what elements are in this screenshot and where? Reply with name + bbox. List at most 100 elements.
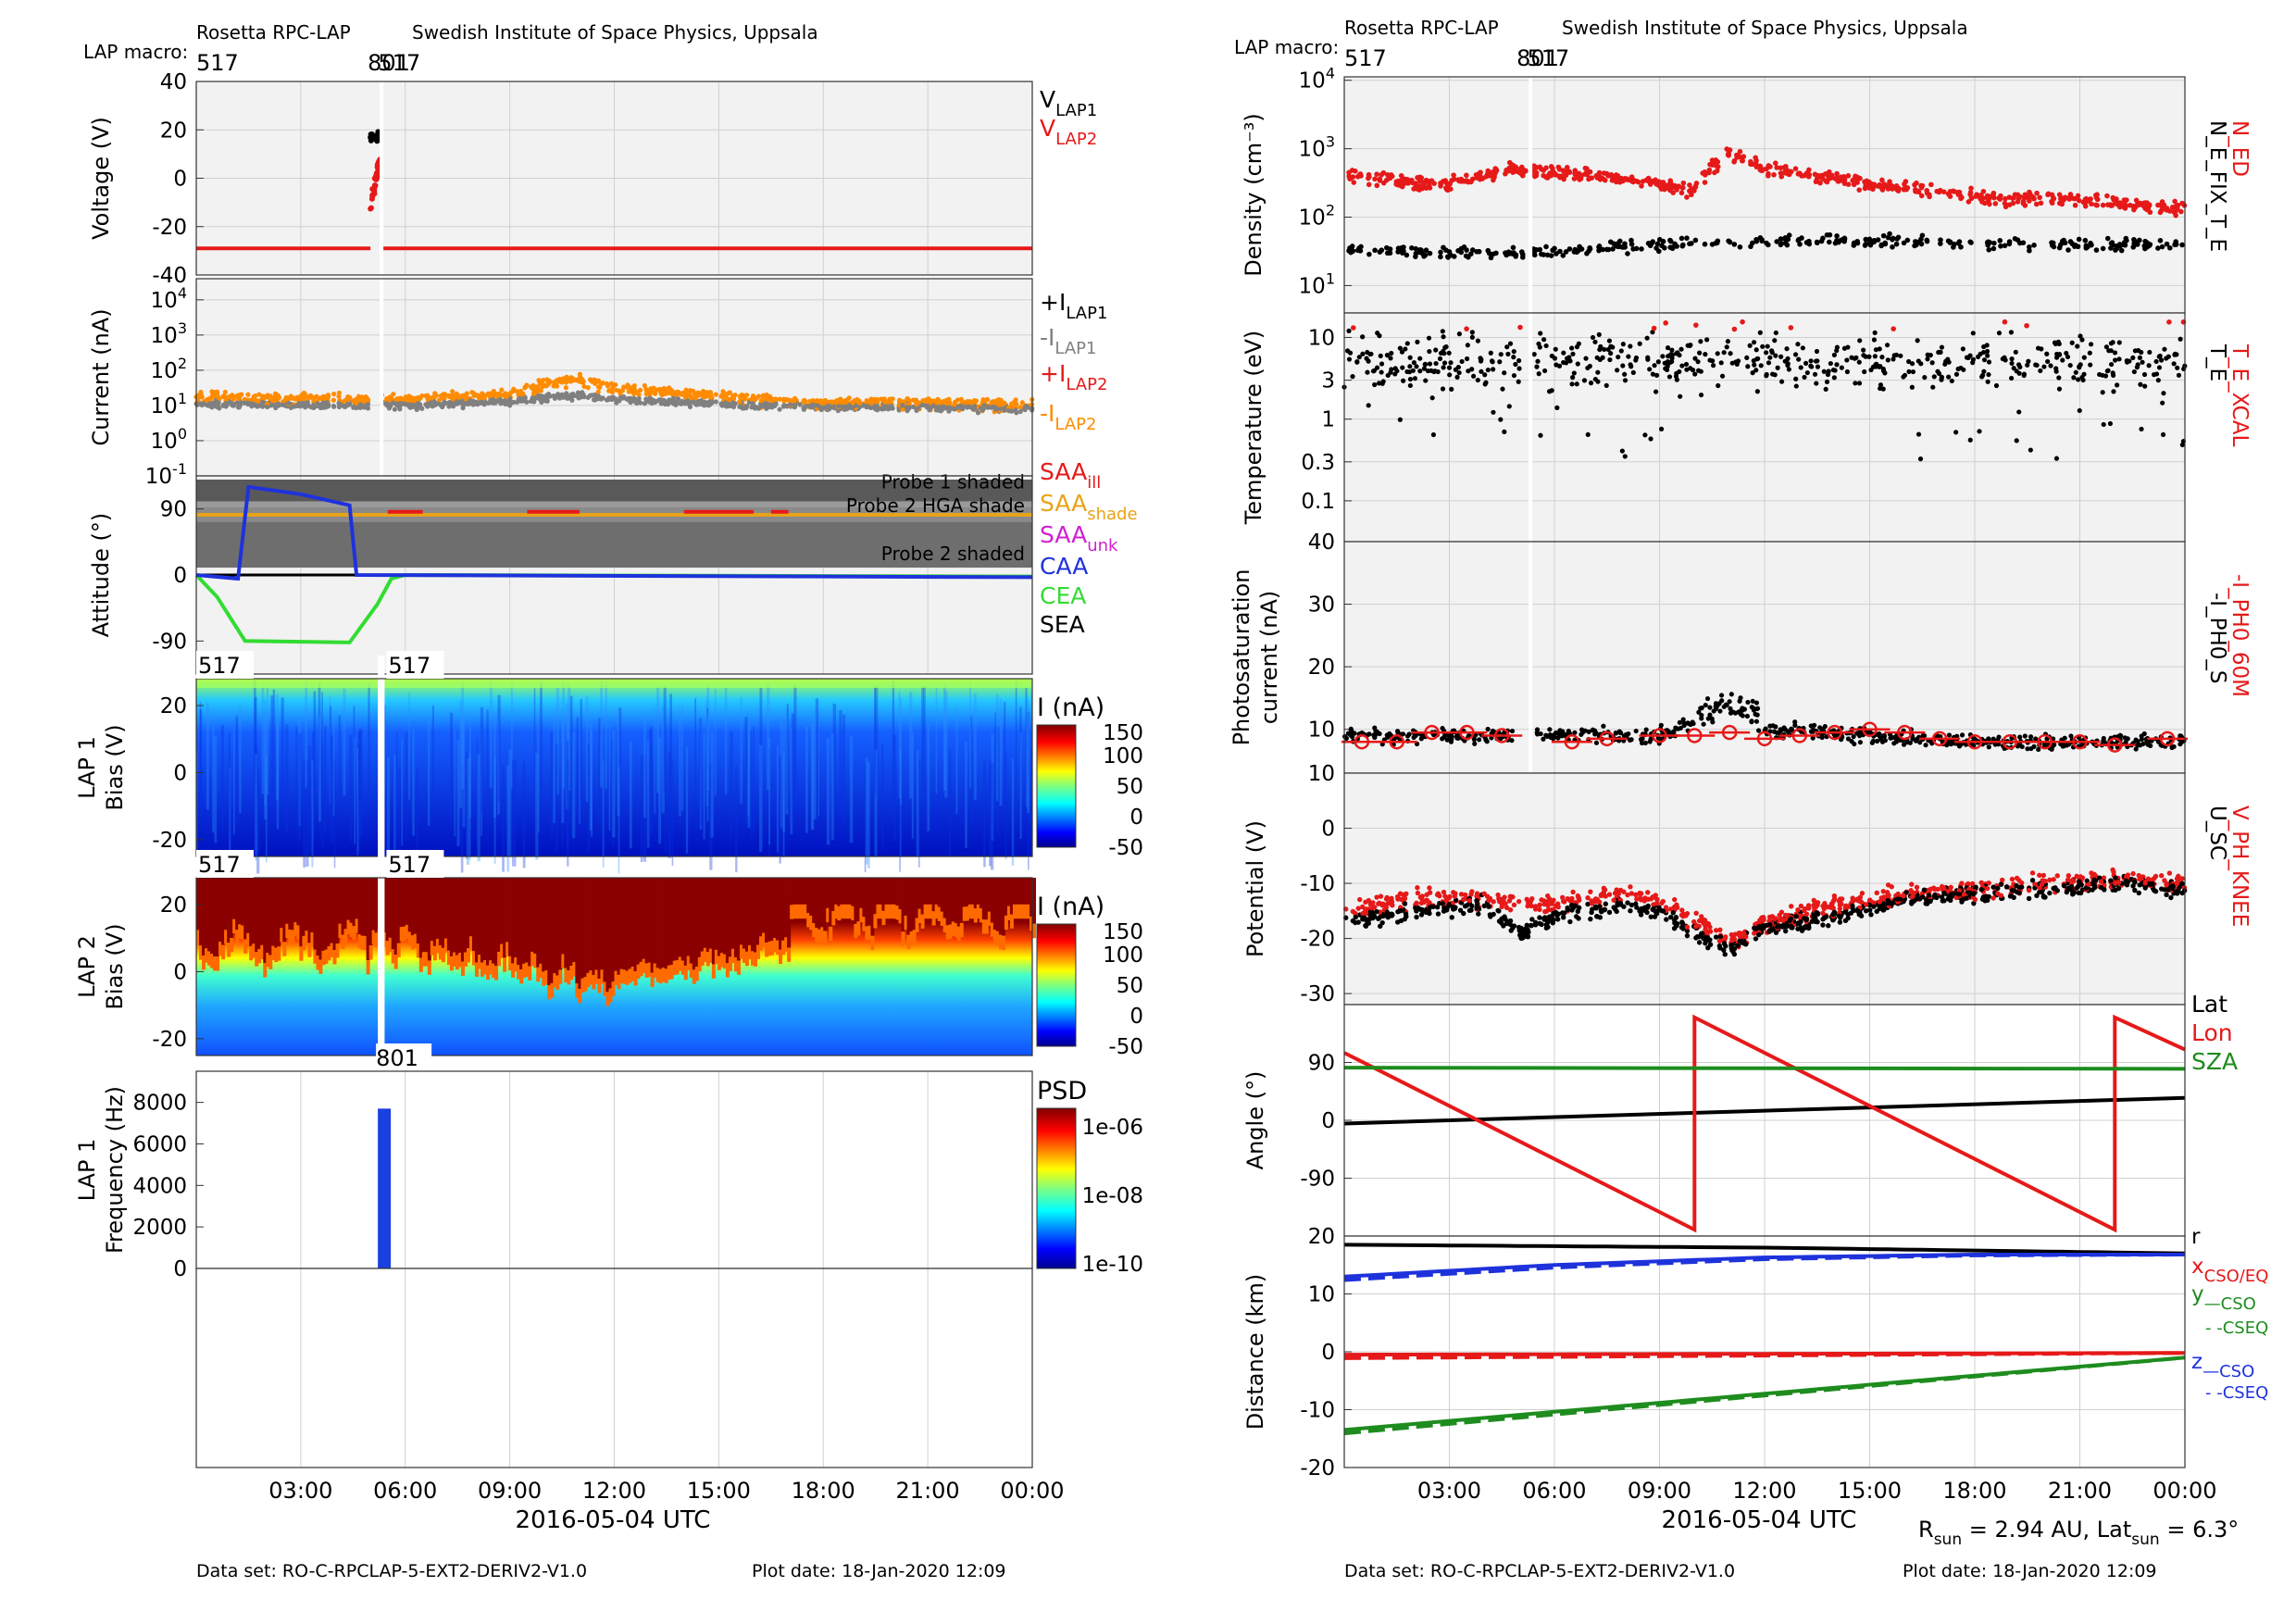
n-fix-point (1577, 244, 1582, 250)
lap1-streak (714, 689, 717, 796)
n-fix-point (1834, 233, 1840, 239)
te-point (2088, 362, 2093, 368)
te-point (1543, 343, 1549, 349)
n-ed-point (2100, 202, 2106, 208)
te-point (1415, 339, 1420, 344)
lap2-transition (1032, 923, 1037, 939)
te-point (1831, 375, 1837, 381)
te-point (1906, 369, 1912, 374)
te-point (1687, 343, 1692, 348)
te-point (1602, 346, 1607, 352)
psd-colorbar-tick: 1e-10 (1082, 1253, 1143, 1277)
n-ed-point (1577, 177, 1582, 182)
i-lap1-point (781, 403, 787, 408)
n-fix-point (1885, 234, 1891, 241)
x-tick-label-left: 18:00 (792, 1478, 855, 1504)
i-lap1-point (388, 402, 393, 407)
i-lap2-point (430, 394, 435, 400)
lap1-streak (786, 703, 789, 811)
lap1-streak (589, 723, 593, 831)
n-ed-point (1447, 181, 1453, 187)
n-fix-point (1667, 244, 1674, 250)
i-lap1-point (726, 402, 731, 407)
te-point (1772, 338, 1778, 344)
te-point (1516, 366, 1522, 371)
te-point (2041, 364, 2047, 369)
lap1-streak (768, 738, 771, 845)
te-point (1488, 350, 1493, 356)
i-lap2-point (578, 374, 583, 380)
te-xcal-point (2024, 322, 2029, 329)
te-point (1909, 384, 1915, 390)
i-lap2-point (545, 380, 552, 385)
legend-saa-unk: SAAunk (1040, 521, 1118, 556)
n-fix-point (1422, 252, 1429, 258)
i-lap1-point (773, 401, 779, 406)
te-point (1758, 363, 1764, 369)
i-lap1-point (481, 402, 487, 407)
n-ed-point (1792, 166, 1799, 171)
iph0-s-point (1749, 719, 1754, 725)
te-point (1542, 368, 1548, 374)
lap1_sweep-ytick-label: 0 (173, 761, 187, 785)
te-point (1852, 356, 1857, 361)
lap2-transition (427, 960, 431, 975)
i-lap1-point (457, 399, 463, 405)
photosat-ylabel: current (nA) (1256, 591, 1282, 725)
te-point (1498, 352, 1504, 357)
i-lap2-point (204, 397, 209, 403)
i-lap1-point (413, 403, 418, 408)
n-ed-point (1455, 177, 1461, 182)
n-fix-point (1443, 247, 1449, 253)
te-point (1446, 350, 1452, 356)
te-point (1475, 338, 1481, 344)
i-lap1-point (365, 401, 371, 407)
te-point (1814, 381, 1819, 386)
i-lap2-point (316, 395, 321, 401)
te-point (1570, 351, 1576, 356)
lap1-streak (456, 739, 460, 847)
v-lap2-point (371, 186, 378, 193)
lap2-transition (230, 937, 234, 953)
te-point (1750, 370, 1755, 376)
i-lap1-point (244, 400, 250, 406)
te-point (1379, 369, 1384, 375)
i-lap2-point (554, 383, 560, 389)
n-fix-point (1571, 249, 1578, 255)
lap1-streak (699, 718, 702, 825)
i-lap2-point (914, 402, 919, 407)
i-lap2-point (730, 394, 736, 400)
te-point (1979, 372, 1986, 378)
te-point (2147, 349, 2152, 356)
te-point (1725, 339, 1731, 344)
lap2_sweep-macro-label: 517 (198, 852, 241, 878)
lap2-transition (901, 931, 905, 946)
i-lap2-point (231, 396, 236, 402)
i-lap2-point (630, 389, 635, 394)
i-lap2-point (302, 392, 307, 397)
i-lap1-point (331, 403, 336, 409)
i-lap2-point (634, 390, 641, 395)
te-point (2176, 372, 2182, 378)
lap1-streak (694, 698, 697, 806)
n-ed-point (1404, 176, 1410, 182)
i-lap1-point (971, 404, 978, 409)
n-ed-point (2093, 202, 2099, 208)
i-lap1-point (476, 400, 481, 406)
i-lap1-point (914, 407, 919, 414)
n-ed-point (1680, 180, 1687, 186)
i-lap1-point (945, 405, 951, 410)
te-point (1592, 376, 1598, 382)
lap1-streak (955, 707, 958, 815)
i-lap2-point (942, 398, 947, 404)
i-lap2-point (678, 392, 684, 397)
n-ed-point (1689, 186, 1694, 192)
lap1-streak (333, 761, 336, 868)
te-point (1946, 374, 1952, 380)
i-lap1-point (981, 403, 987, 408)
te-point (1449, 386, 1454, 392)
te-point (1371, 368, 1378, 373)
te-point (1620, 342, 1626, 347)
photosat-ytick-label: 20 (1308, 656, 1335, 680)
